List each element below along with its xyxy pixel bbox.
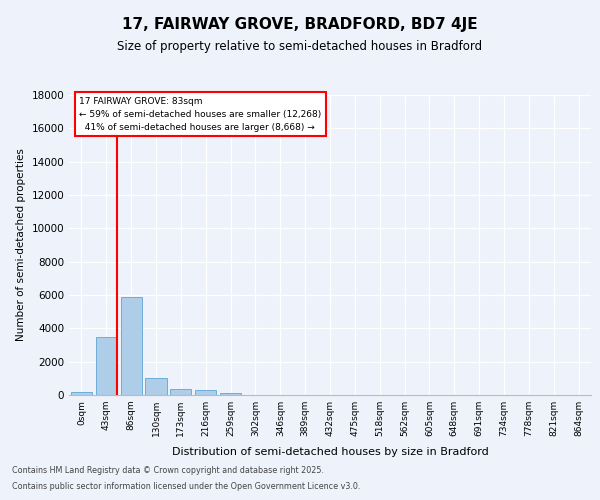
Bar — [195, 390, 216, 395]
Text: Contains public sector information licensed under the Open Government Licence v3: Contains public sector information licen… — [12, 482, 361, 491]
Bar — [121, 296, 142, 395]
Bar — [220, 392, 241, 395]
Text: 17 FAIRWAY GROVE: 83sqm
← 59% of semi-detached houses are smaller (12,268)
  41%: 17 FAIRWAY GROVE: 83sqm ← 59% of semi-de… — [79, 96, 322, 132]
Text: Contains HM Land Registry data © Crown copyright and database right 2025.: Contains HM Land Registry data © Crown c… — [12, 466, 324, 475]
Y-axis label: Number of semi-detached properties: Number of semi-detached properties — [16, 148, 26, 342]
Bar — [96, 336, 117, 395]
Bar — [71, 392, 92, 395]
X-axis label: Distribution of semi-detached houses by size in Bradford: Distribution of semi-detached houses by … — [172, 448, 488, 458]
Text: Size of property relative to semi-detached houses in Bradford: Size of property relative to semi-detach… — [118, 40, 482, 53]
Text: 17, FAIRWAY GROVE, BRADFORD, BD7 4JE: 17, FAIRWAY GROVE, BRADFORD, BD7 4JE — [122, 18, 478, 32]
Bar — [145, 378, 167, 395]
Bar — [170, 389, 191, 395]
